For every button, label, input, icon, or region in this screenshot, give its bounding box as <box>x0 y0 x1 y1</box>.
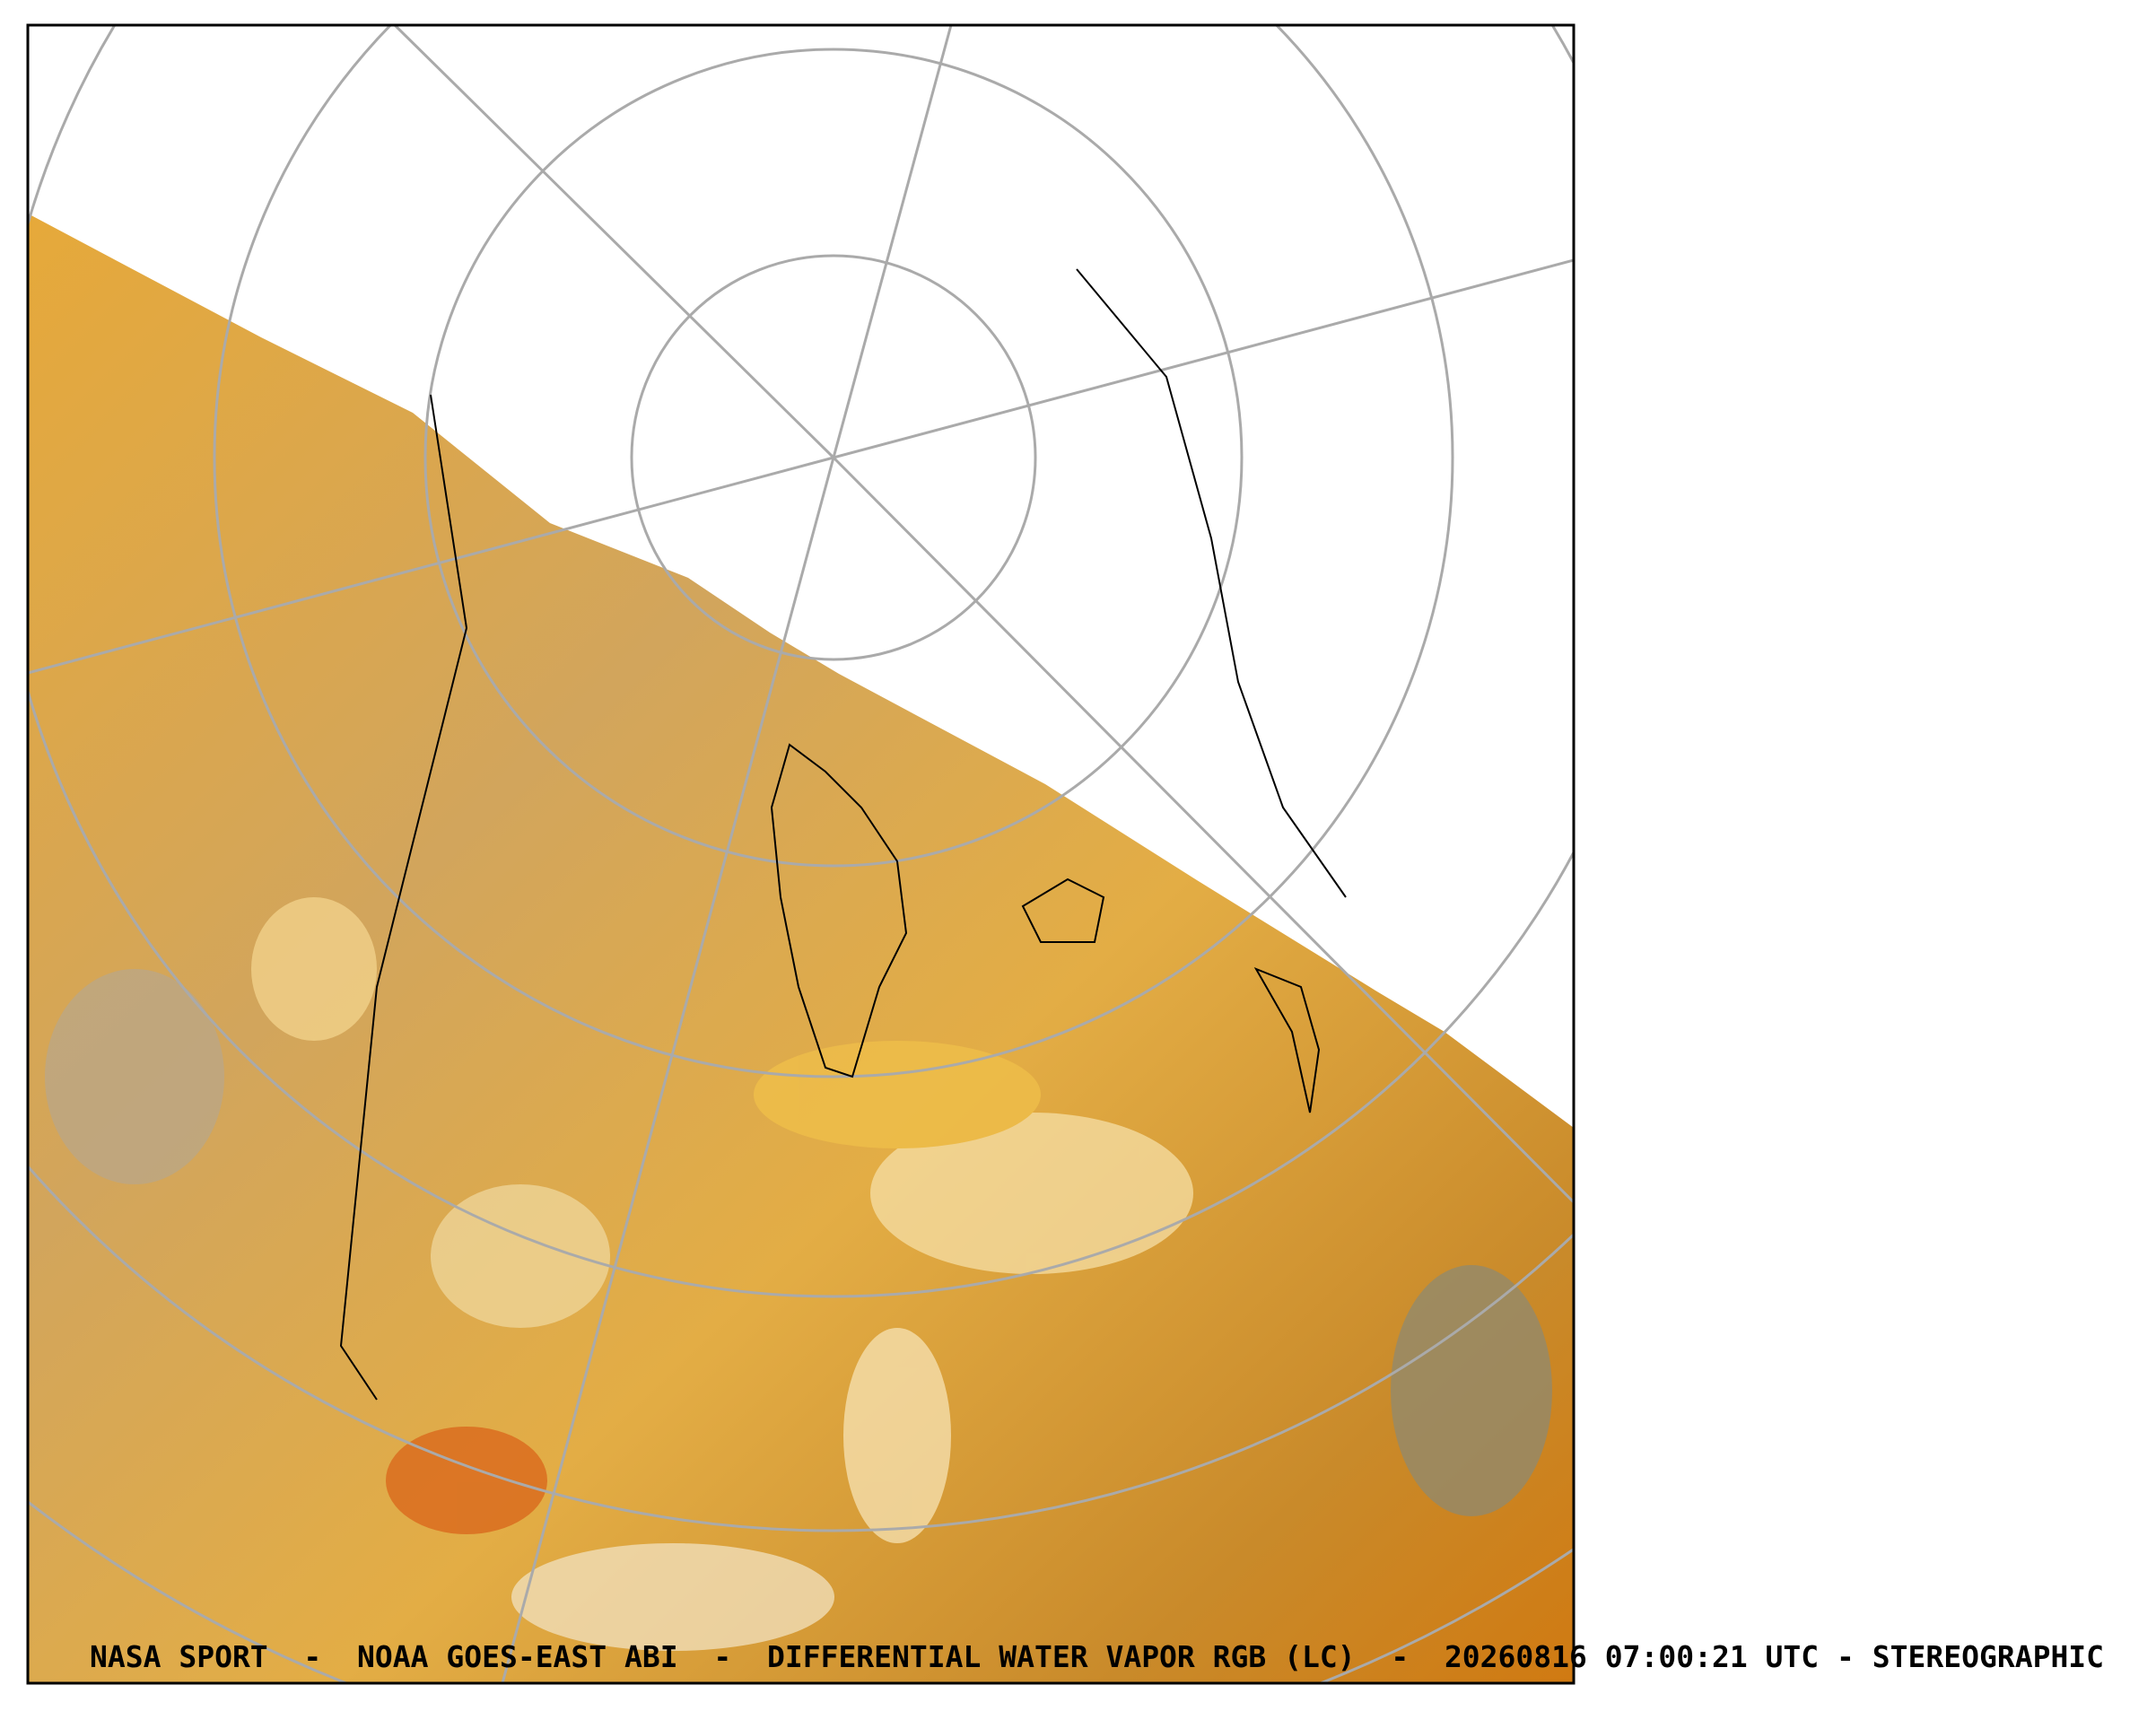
imagery-patches <box>45 897 1552 1651</box>
caption: NASA SPORT - NOAA GOES-EAST ABI - DIFFER… <box>90 1639 2104 1674</box>
map-frame <box>26 23 1576 1685</box>
coastlines <box>339 268 1347 1401</box>
water-vapor-imagery <box>28 214 1574 1683</box>
